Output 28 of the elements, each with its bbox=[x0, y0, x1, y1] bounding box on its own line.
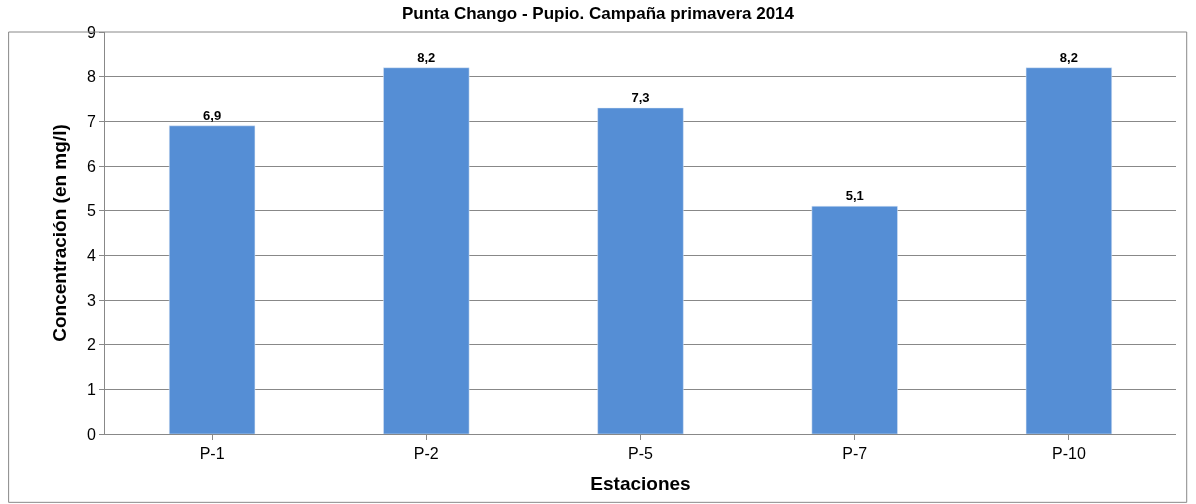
x-tick-label: P-5 bbox=[628, 445, 654, 463]
bar bbox=[811, 205, 898, 434]
data-label: 6,9 bbox=[203, 107, 222, 123]
data-label: 5,1 bbox=[845, 188, 864, 204]
y-tick-label: 6 bbox=[86, 157, 96, 175]
bar bbox=[383, 67, 470, 434]
bar bbox=[597, 107, 684, 434]
data-label: 8,2 bbox=[417, 49, 436, 65]
x-tick-label: P-7 bbox=[842, 445, 868, 463]
x-tick-label: P-10 bbox=[1052, 445, 1086, 463]
data-label: 7,3 bbox=[631, 89, 650, 105]
y-tick-label: 9 bbox=[86, 23, 96, 41]
y-tick-label: 1 bbox=[86, 380, 96, 398]
x-tick-label: P-1 bbox=[199, 445, 225, 463]
bar bbox=[169, 125, 256, 434]
y-tick-label: 2 bbox=[86, 336, 96, 354]
data-label: 8,2 bbox=[1059, 49, 1078, 65]
y-axis-title: Concentración (en mg/l) bbox=[48, 124, 70, 342]
x-tick-label: P-2 bbox=[413, 445, 439, 463]
y-tick-label: 0 bbox=[86, 425, 96, 443]
y-tick-label: 4 bbox=[86, 246, 96, 264]
y-tick-label: 8 bbox=[86, 68, 96, 86]
bar bbox=[1025, 67, 1112, 434]
y-tick-label: 7 bbox=[86, 112, 96, 130]
chart-title: Punta Chango - Pupio. Campaña primavera 2014 bbox=[401, 4, 795, 24]
x-axis-title: Estaciones bbox=[590, 473, 691, 494]
y-tick-label: 5 bbox=[86, 202, 96, 220]
y-tick-label: 3 bbox=[86, 291, 96, 309]
